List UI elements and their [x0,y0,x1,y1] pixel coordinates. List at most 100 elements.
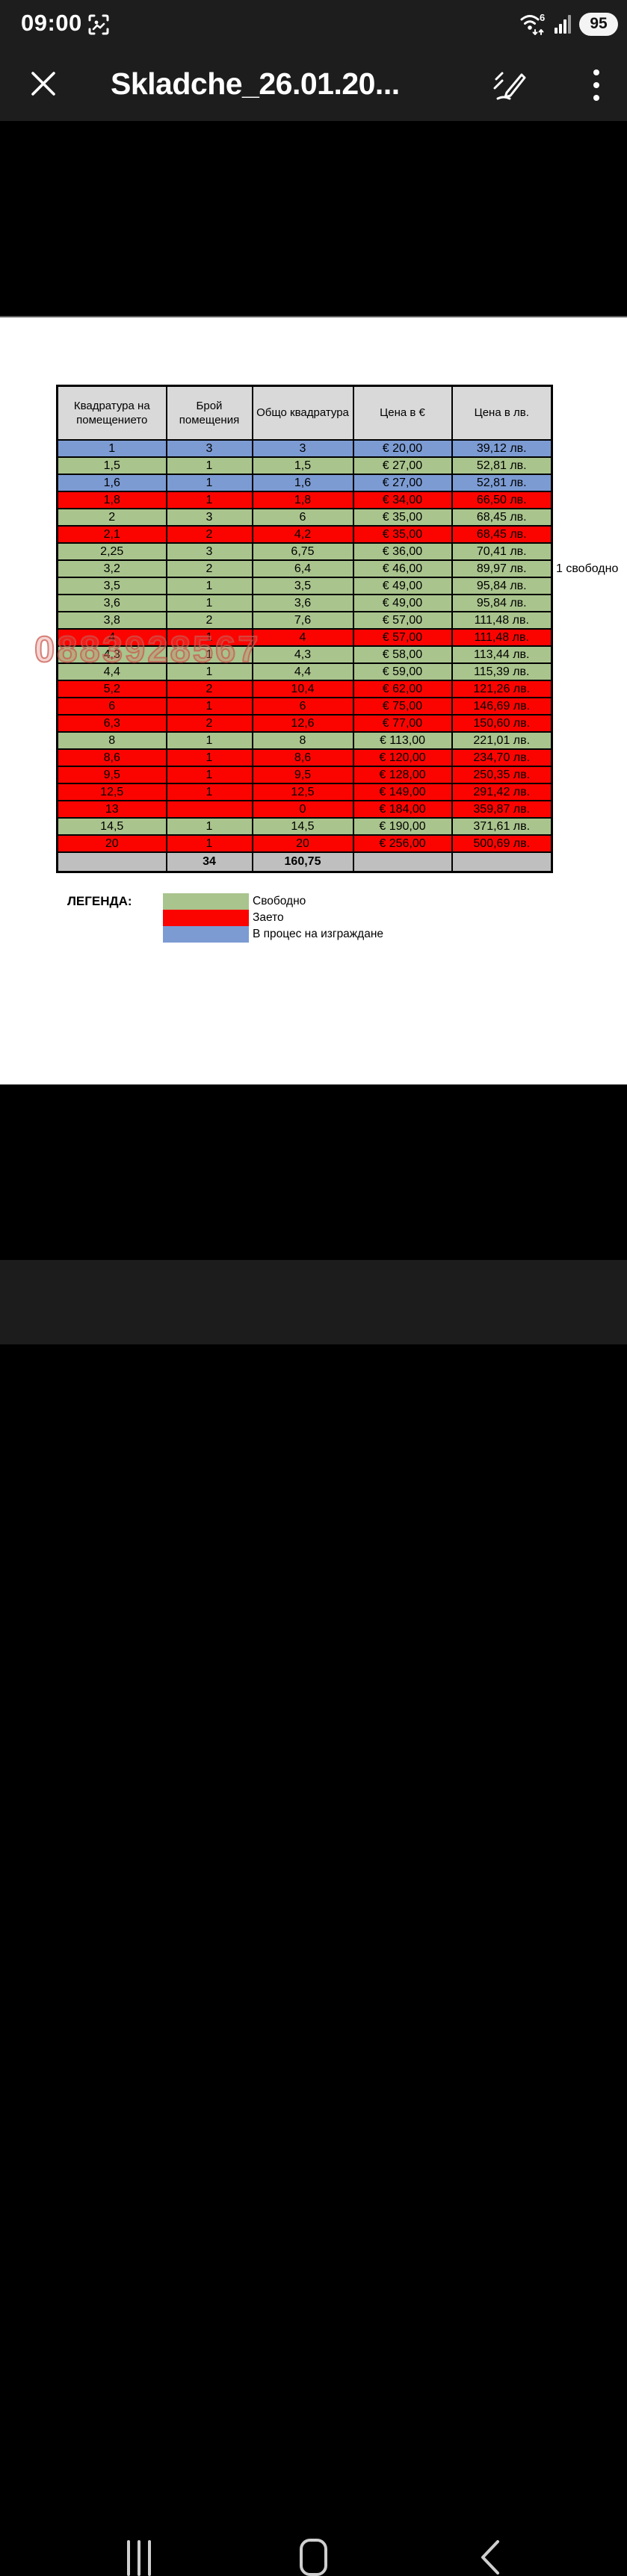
table-cell: 0 [251,800,354,819]
table-cell: 2,1 [56,525,167,544]
table-cell: 291,42 лв. [451,783,553,801]
signal-icon [555,13,572,35]
table-cell: 34 [165,851,253,873]
table-cell: 4,4 [251,662,354,681]
table-row: 1,8 1 1,8 € 34,00 66,50 лв. [56,491,553,509]
table-cell: 6,75 [251,542,354,561]
legend-title: ЛЕГЕНДА: [67,894,132,908]
table-cell: 3,6 [251,594,354,612]
table-cell: € 128,00 [352,766,453,784]
table-cell: 2,25 [56,542,167,561]
table-cell: 6 [251,697,354,716]
table-row: 3,2 2 6,4 € 46,00 89,97 лв. [56,559,553,578]
table-cell: € 62,00 [352,680,453,698]
table-cell: 4,4 [56,662,167,681]
table-cell [56,851,167,873]
table-cell: € 256,00 [352,834,453,853]
table-cell: 2 [165,559,253,578]
table-cell: € 190,00 [352,817,453,836]
table-cell: 111,48 лв. [451,628,553,647]
app-bar: Skladche_26.01.20... [0,48,627,121]
table-cell: 14,5 [56,817,167,836]
table-cell: 4 [251,628,354,647]
table-cell: 20 [56,834,167,853]
sign-edit-icon[interactable] [492,67,528,103]
recents-icon[interactable] [127,2540,151,2576]
table-cell: 8,6 [56,748,167,767]
table-cell [165,800,253,819]
table-cell: 52,81 лв. [451,456,553,475]
table-cell: 1 [165,817,253,836]
table-cell: 68,45 лв. [451,508,553,527]
legend-label-free: Свободно [253,895,306,907]
table-cell: 66,50 лв. [451,491,553,509]
table-cell: 1,5 [251,456,354,475]
table-row: 1,6 1 1,6 € 27,00 52,81 лв. [56,474,553,492]
table-cell: 115,39 лв. [451,662,553,681]
table-cell: 160,75 [251,851,354,873]
table-cell: 1 [165,697,253,716]
table-cell: 1,8 [56,491,167,509]
table-cell: 12,6 [251,714,354,733]
table-row: 13 0 € 184,00 359,87 лв. [56,800,553,819]
table-cell: € 36,00 [352,542,453,561]
table-cell: 2 [165,525,253,544]
table-row: 3,5 1 3,5 € 49,00 95,84 лв. [56,577,553,595]
table-cell: 1 [165,748,253,767]
table-cell: € 113,00 [352,731,453,750]
table-cell: 13 [56,800,167,819]
table-cell: 1 [165,594,253,612]
table-row: 8 1 8 € 113,00 221,01 лв. [56,731,553,750]
table-cell: € 184,00 [352,800,453,819]
table-cell: 359,87 лв. [451,800,553,819]
overflow-menu-icon[interactable] [585,64,608,106]
table-cell: 500,69 лв. [451,834,553,853]
table-cell: 3 [165,508,253,527]
table-row: 12,5 1 12,5 € 149,00 291,42 лв. [56,783,553,801]
free-unit-note: 1 свободно [556,562,619,575]
table-row: 6,3 2 12,6 € 77,00 150,60 лв. [56,714,553,733]
table-cell: 1 [165,456,253,475]
document-top-divider [0,316,627,317]
table-cell: 4,3 [56,645,167,664]
legend-swatch-construction [163,926,249,943]
battery-indicator: 95 [579,12,618,36]
table-cell: 1 [165,628,253,647]
table-cell: 3,8 [56,611,167,630]
table-cell: 6 [56,697,167,716]
header-cell: Общо квадратура [251,385,354,441]
table-row: 2,1 2 4,2 € 35,00 68,45 лв. [56,525,553,544]
table-cell: 3 [251,439,354,458]
table-cell: 1,6 [56,474,167,492]
table-cell: 2 [165,680,253,698]
table-cell: 39,12 лв. [451,439,553,458]
document-title: Skladche_26.01.20... [111,66,400,101]
home-icon[interactable] [300,2539,327,2576]
table-cell: € 20,00 [352,439,453,458]
table-cell [451,851,553,873]
table-cell: € 59,00 [352,662,453,681]
table-row: 9,5 1 9,5 € 128,00 250,35 лв. [56,766,553,784]
status-bar: 09:00 6 95 [0,0,627,48]
table-cell: € 57,00 [352,628,453,647]
table-cell: 1 [165,766,253,784]
table-cell: 70,41 лв. [451,542,553,561]
table-cell: 2 [56,508,167,527]
close-icon[interactable] [28,69,58,99]
table-cell: 95,84 лв. [451,594,553,612]
letterbox-bottom [0,1084,627,1260]
table-cell: 6,3 [56,714,167,733]
back-icon[interactable] [477,2539,502,2576]
table-cell: 1 [165,662,253,681]
table-row: 4 1 4 € 57,00 111,48 лв. [56,628,553,647]
table-cell: 1 [56,439,167,458]
table-row: 2 3 6 € 35,00 68,45 лв. [56,508,553,527]
table-cell: 9,5 [251,766,354,784]
table-cell: 20 [251,834,354,853]
table-cell: 150,60 лв. [451,714,553,733]
document-page[interactable]: Квадратура на помещението Брой помещения О… [0,317,627,1084]
table-cell: € 58,00 [352,645,453,664]
table-cell: 12,5 [56,783,167,801]
table-cell: 3,5 [251,577,354,595]
table-cell: 1 [165,731,253,750]
